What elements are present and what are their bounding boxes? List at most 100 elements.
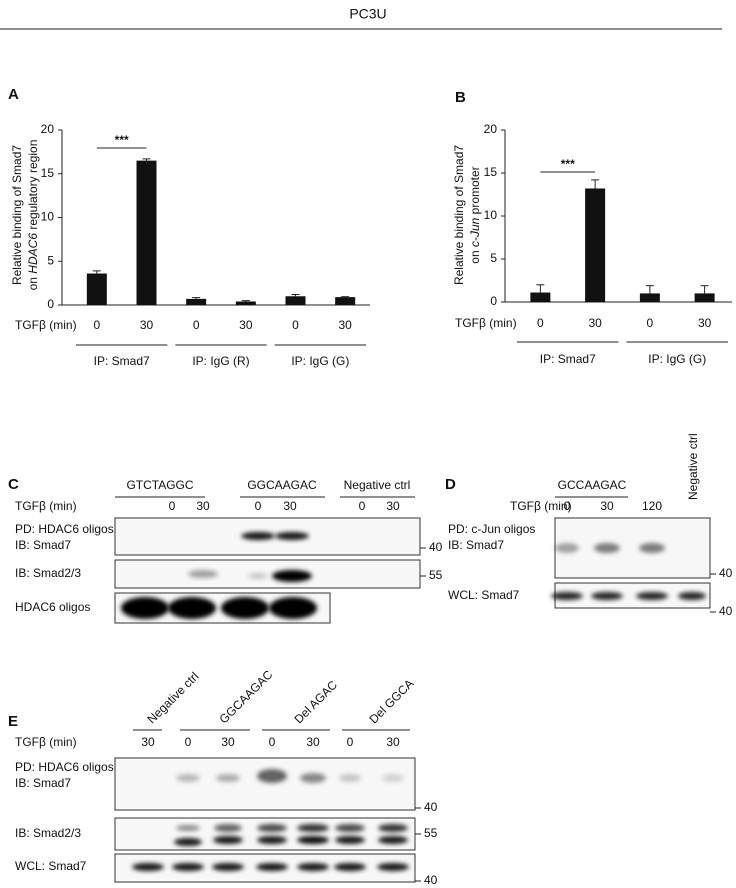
group-label: IP: IgG (G)	[648, 352, 706, 366]
blot-band	[257, 824, 287, 832]
time-label: 30	[196, 499, 210, 513]
time-label: 30	[386, 499, 400, 513]
bar	[639, 293, 660, 302]
lane-header: GGCAAGAC	[216, 667, 275, 726]
blot-band	[172, 863, 204, 871]
y-axis-label: on HDAC6 regulatory region	[26, 140, 40, 291]
blot	[114, 757, 416, 811]
x-tick-label: 0	[292, 318, 299, 332]
row-label: IB: Smad7	[15, 776, 71, 790]
x-tick-label: 30	[239, 318, 253, 332]
x-tick-label: 0	[537, 316, 544, 330]
blot-band	[297, 824, 329, 832]
blot	[114, 817, 416, 851]
time-label: 30	[141, 735, 155, 749]
blot-band	[300, 773, 326, 783]
blot-band	[176, 774, 200, 782]
bar	[285, 296, 306, 305]
blot-band	[334, 863, 366, 871]
blot-band	[216, 774, 240, 782]
time-label: 30	[306, 735, 320, 749]
time-label: 0	[269, 735, 276, 749]
blot-band	[221, 597, 269, 619]
treatment-label: TGFβ (min)	[510, 499, 572, 513]
panel-letter: A	[8, 86, 19, 103]
blot-band	[241, 532, 275, 540]
row-label: PD: HDAC6 oligos	[15, 760, 114, 774]
y-tick-label: 5	[490, 251, 497, 265]
time-label: 30	[600, 499, 614, 513]
blot-band	[382, 774, 404, 782]
row-label: IB: Smad7	[448, 538, 504, 552]
blot-band	[272, 570, 312, 582]
blot-band	[121, 597, 169, 619]
lane-header: GTCTAGGC	[126, 478, 193, 492]
blot-band	[256, 863, 288, 871]
blot-band	[213, 836, 243, 844]
lane-header: Negative ctrl	[144, 669, 201, 726]
time-label: 0	[347, 735, 354, 749]
blot-band	[377, 863, 409, 871]
blot-band	[174, 838, 202, 846]
group-label: IP: Smad7	[540, 352, 596, 366]
blot-band	[378, 824, 408, 832]
size-marker: 40	[719, 604, 733, 618]
y-tick-label: 10	[484, 208, 498, 222]
y-tick-label: 5	[47, 253, 54, 267]
y-tick-label: 0	[47, 297, 54, 311]
y-axis-label: Relative binding of Smad7	[10, 145, 24, 285]
time-label: 120	[642, 499, 662, 513]
lane-header: GCCAAGAC	[558, 478, 627, 492]
blot-band	[335, 836, 365, 844]
chart: B 0 5 10 15 20 Relative binding of Smad7 on c-J…	[452, 89, 732, 366]
lane-header: Del AGAC	[291, 678, 340, 727]
blot-band	[594, 543, 620, 553]
y-tick-label: 20	[484, 122, 498, 136]
blot-band	[297, 863, 329, 871]
blot-band	[257, 769, 287, 783]
x-tick-label: 0	[93, 318, 100, 332]
y-label-part: regulatory region	[26, 140, 40, 233]
panel-letter: B	[455, 89, 466, 106]
bar	[694, 293, 715, 302]
x-axis-label: TGFβ (min)	[455, 316, 517, 330]
y-tick-label: 10	[41, 210, 55, 224]
x-tick-label: 30	[338, 318, 352, 332]
lane-header: Negative ctrl	[686, 433, 700, 500]
panel-c: C GTCTAGGC GGCAAGAC Negative ctrl TGFβ (…	[8, 476, 443, 624]
size-marker: 40	[719, 566, 733, 580]
blot-band	[248, 573, 268, 579]
y-label-part: promoter	[468, 166, 482, 217]
row-label: IB: Smad2/3	[15, 566, 81, 580]
bar	[530, 292, 551, 302]
y-tick-label: 0	[490, 294, 497, 308]
row-label: IB: Smad7	[15, 538, 71, 552]
time-label: 30	[221, 735, 235, 749]
row-label: HDAC6 oligos	[15, 600, 90, 614]
figure-title: PC3U	[349, 6, 386, 22]
blot-band	[378, 836, 408, 844]
treatment-label: TGFβ (min)	[15, 499, 77, 513]
x-axis-label: TGFβ (min)	[15, 318, 77, 332]
blot-band	[639, 543, 665, 553]
y-tick-label: 15	[41, 166, 55, 180]
blot-band	[678, 592, 706, 600]
time-label: 30	[386, 735, 400, 749]
blot-band	[212, 863, 244, 871]
blot-band	[551, 592, 583, 600]
x-tick-label: 30	[698, 316, 712, 330]
y-axis-label: on c-Jun promoter	[468, 166, 482, 263]
blot-band	[214, 824, 242, 832]
x-tick-label: 0	[193, 318, 200, 332]
size-marker: 40	[429, 540, 443, 554]
lane-header: Del GGCA	[366, 676, 416, 726]
blot-band	[636, 592, 668, 600]
time-label: 0	[185, 735, 192, 749]
size-marker: 40	[424, 800, 438, 814]
row-label: PD: HDAC6 oligos	[15, 522, 114, 536]
y-label-italic: c-Jun	[468, 217, 482, 247]
time-label: 0	[255, 499, 262, 513]
blot-band	[297, 836, 329, 844]
y-tick-label: 15	[484, 165, 498, 179]
